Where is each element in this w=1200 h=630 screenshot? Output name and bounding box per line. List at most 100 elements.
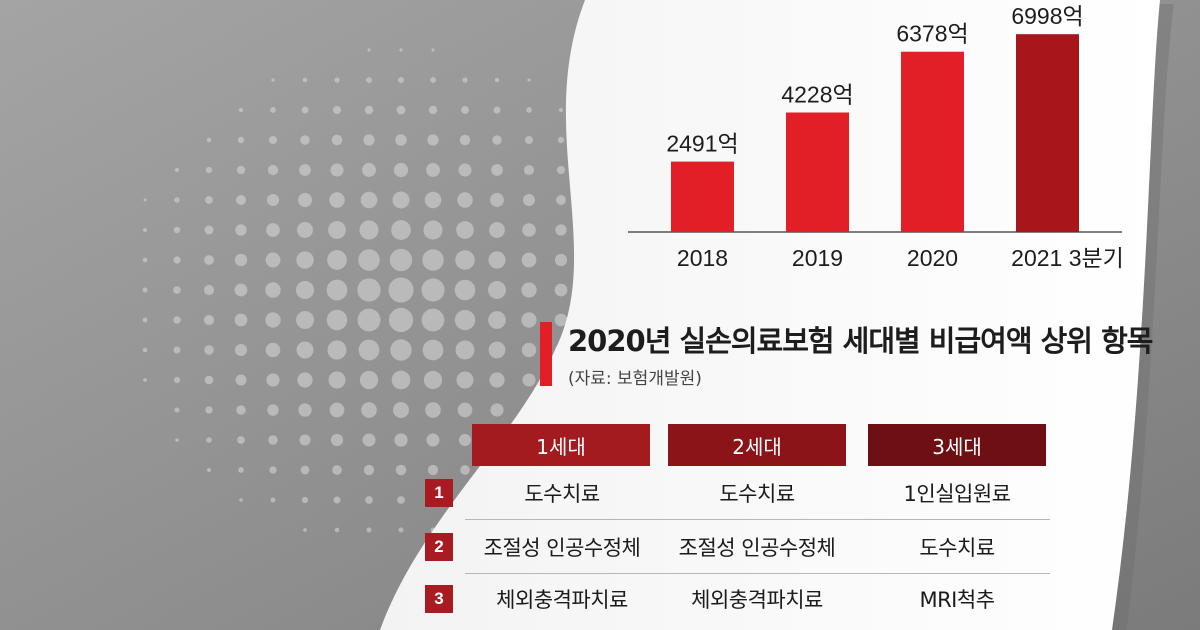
halftone-dot: [267, 164, 279, 176]
source-note: (자료: 보험개발원): [568, 369, 702, 389]
halftone-dot: [265, 252, 281, 268]
halftone-dot: [491, 164, 503, 176]
halftone-dot: [456, 371, 474, 389]
x-tick-label: 2018: [677, 245, 728, 271]
halftone-dot: [302, 77, 308, 83]
halftone-dot: [493, 106, 501, 114]
halftone-dot: [296, 341, 314, 359]
halftone-dot: [270, 107, 276, 113]
halftone-dot: [330, 433, 344, 447]
halftone-dot: [328, 221, 346, 239]
halftone-dot: [428, 105, 438, 115]
halftone-dot: [235, 224, 247, 236]
halftone-dot: [266, 373, 280, 387]
halftone-dot: [431, 48, 435, 52]
halftone-dot: [173, 256, 181, 264]
halftone-dot: [430, 77, 436, 83]
halftone-dot: [395, 464, 407, 476]
halftone-dot: [526, 107, 532, 113]
halftone-dot: [267, 404, 279, 416]
halftone-dot: [426, 433, 440, 447]
halftone-dot: [396, 105, 406, 115]
table-cell: 도수치료: [919, 536, 995, 560]
halftone-dot: [234, 343, 248, 357]
halftone-dot: [298, 403, 312, 417]
halftone-dot: [359, 370, 379, 390]
halftone-dot: [266, 223, 280, 237]
bar-2019: [786, 112, 849, 232]
halftone-dot: [366, 527, 372, 533]
halftone-dot: [362, 433, 376, 447]
halftone-dot: [554, 313, 568, 327]
halftone-dot: [454, 279, 476, 301]
paper-panel: [380, 0, 1160, 630]
x-tick-label: 2020: [907, 245, 958, 271]
bar-2018: [671, 161, 734, 232]
halftone-dot: [490, 403, 504, 417]
halftone-dot: [421, 308, 445, 332]
halftone-dot: [492, 135, 502, 145]
column-header-gen1: 1세대: [472, 424, 650, 466]
halftone-dot: [362, 163, 376, 177]
bar-value-label: 6998억: [1011, 3, 1083, 29]
halftone-dot: [265, 282, 281, 298]
halftone-dot: [206, 137, 212, 143]
halftone-dot: [390, 339, 412, 361]
halftone-dot: [295, 280, 315, 300]
halftone-dot: [328, 371, 346, 389]
halftone-dot: [522, 223, 536, 237]
table-title: 2020년 실손의료보험 세대별 비급여액 상위 항목: [568, 324, 1153, 358]
halftone-dot: [462, 77, 468, 83]
halftone-dot: [300, 135, 310, 145]
halftone-dot: [333, 496, 341, 504]
halftone-dot: [174, 407, 180, 413]
halftone-dot: [521, 342, 537, 358]
rank-badge-2: 2: [425, 533, 453, 561]
bar-value-label: 6378억: [896, 21, 968, 47]
halftone-dot: [454, 309, 476, 331]
halftone-dot: [367, 48, 371, 52]
rank-badge-1: 1: [425, 479, 453, 507]
halftone-dot: [142, 317, 148, 323]
bar-2020: [901, 51, 964, 233]
halftone-dot: [522, 373, 536, 387]
x-tick-label: 2021 3분기: [1011, 245, 1124, 271]
halftone-dot: [331, 134, 343, 146]
halftone-dot: [363, 464, 375, 476]
halftone-dot: [457, 192, 473, 208]
table-cell: 1인실입원료: [903, 482, 1011, 506]
halftone-dot: [207, 468, 211, 472]
halftone-dot: [173, 286, 181, 294]
halftone-dot: [327, 250, 347, 270]
halftone-dot: [234, 283, 248, 297]
halftone-dot: [234, 313, 248, 327]
halftone-dot: [422, 249, 444, 271]
halftone-dot: [173, 316, 181, 324]
halftone-dot: [329, 402, 345, 418]
halftone-dot: [330, 163, 344, 177]
halftone-dot: [236, 165, 246, 175]
halftone-dot: [365, 496, 373, 504]
halftone-dot: [299, 164, 311, 176]
halftone-dot: [488, 251, 506, 269]
table-cell: MRI척추: [919, 588, 995, 612]
bar-2021-3분기: [1016, 34, 1079, 232]
halftone-dot: [421, 278, 445, 302]
halftone-dot: [269, 466, 277, 474]
halftone-dot: [235, 374, 247, 386]
halftone-dot: [457, 402, 473, 418]
halftone-dot: [299, 434, 311, 446]
halftone-dot: [205, 406, 213, 414]
halftone-dot: [489, 372, 505, 388]
halftone-dot: [296, 251, 314, 269]
halftone-dot: [459, 134, 471, 146]
halftone-dot: [490, 193, 504, 207]
halftone-dot: [173, 376, 181, 384]
halftone-dot: [266, 193, 280, 207]
halftone-dot: [237, 136, 245, 144]
halftone-dot: [357, 308, 381, 332]
halftone-dot: [389, 248, 413, 272]
halftone-dot: [234, 253, 248, 267]
title-accent-bar: [540, 322, 552, 386]
table-cell: 체외충격파치료: [691, 588, 823, 612]
